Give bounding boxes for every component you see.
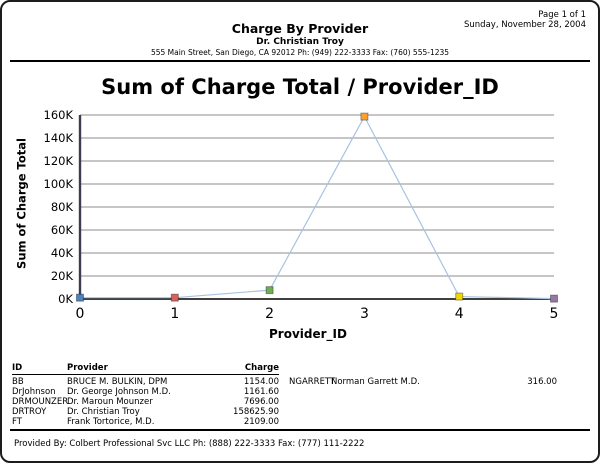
table-row: DrJohnson Dr. George Johnson M.D. 1161.60 — [12, 387, 279, 397]
provider-table-right: NGARRETT Norman Garrett M.D. 316.00 — [289, 375, 557, 387]
x-tick-label: 3 — [360, 306, 369, 322]
row-charge: 1161.60 — [243, 387, 279, 397]
data-point-marker — [170, 294, 179, 303]
table-row: DRTROY Dr. Christian Troy 158625.90 — [12, 407, 279, 417]
y-tick-label: 100K — [44, 177, 74, 191]
row-provider: Dr. Maroun Mounzer — [67, 397, 153, 407]
row-id: DrJohnson — [12, 387, 56, 397]
y-tick-label: 60K — [51, 223, 74, 237]
report-date: Sunday, November 28, 2004 — [464, 20, 586, 30]
row-provider: Dr. Christian Troy — [67, 407, 140, 417]
data-point-marker — [360, 112, 369, 121]
x-axis-title: Provider_ID — [269, 327, 347, 342]
y-tick-label: 20K — [51, 269, 74, 283]
practice-name: Dr. Christian Troy — [256, 37, 344, 48]
footer-text: Provided By: Colbert Professional Svc LL… — [14, 439, 365, 449]
data-point-marker — [76, 294, 84, 303]
chart-svg: 0K 20K 40K 60K 80K 100K 120K 140K 160K 0 1 2 3 4 5 — [44, 108, 559, 322]
data-point-marker — [550, 294, 558, 303]
row-provider: Dr. George Johnson M.D. — [67, 387, 171, 397]
report-header: Charge By Provider Dr. Christian Troy 55… — [2, 2, 598, 57]
row-charge: 158625.90 — [233, 407, 279, 417]
col-header-id: ID — [12, 363, 23, 373]
col-header-charge: Charge — [244, 363, 279, 373]
row-charge: 2109.00 — [243, 417, 279, 427]
header-divider — [10, 60, 590, 63]
report-title: Charge By Provider — [231, 21, 369, 36]
y-axis-title: Sum of Charge Total — [14, 138, 29, 270]
row-id: DRMOUNZER — [12, 397, 69, 407]
row-charge: 1154.00 — [243, 377, 279, 387]
practice-address: 555 Main Street, San Diego, CA 92012 Ph:… — [150, 47, 450, 57]
chart: Sum of Charge Total 0K 20K 40K 60K 80K 100K 12… — [15, 105, 578, 342]
x-tick-label: 0 — [76, 306, 85, 322]
series-line — [79, 115, 555, 300]
table-row: BB BRUCE M. BULKIN, DPM 1154.00 — [12, 377, 279, 387]
x-tick-label: 1 — [170, 306, 179, 322]
table-row: FT Frank Tortorice, M.D. 2109.00 — [12, 417, 279, 427]
x-tick-label: 2 — [265, 306, 274, 322]
y-tick-label: 120K — [44, 154, 74, 168]
y-tick-label: 80K — [51, 200, 74, 214]
x-tick-label: 4 — [455, 306, 464, 322]
data-point-marker — [265, 286, 274, 295]
row-id: FT — [12, 417, 22, 427]
row-provider: Frank Tortorice, M.D. — [67, 417, 155, 427]
y-tick-label: 40K — [51, 246, 74, 260]
row-id: BB — [12, 377, 24, 387]
row-charge: 316.00 — [527, 377, 557, 387]
row-charge: 7696.00 — [243, 397, 279, 407]
row-provider: BRUCE M. BULKIN, DPM — [67, 377, 168, 387]
footer-divider — [10, 429, 590, 431]
page-info: Page 1 of 1 Sunday, November 28, 2004 — [464, 10, 586, 30]
table-row: DRMOUNZER Dr. Maroun Mounzer 7696.00 — [12, 397, 279, 407]
table-body-left: BB BRUCE M. BULKIN, DPM 1154.00 DrJohnson Dr… — [12, 377, 279, 427]
x-tick-label: 5 — [550, 306, 559, 322]
table-body-right: NGARRETT Norman Garrett M.D. 316.00 — [289, 377, 557, 387]
y-tick-label: 0K — [58, 292, 73, 306]
table-row: NGARRETT Norman Garrett M.D. 316.00 — [289, 377, 557, 387]
table-header-row: ID Provider Charge — [12, 363, 279, 375]
data-point-marker — [455, 292, 464, 301]
y-tick-label: 160K — [44, 108, 74, 122]
col-header-provider: Provider — [67, 363, 108, 373]
chart-title: Sum of Charge Total / Provider_ID — [101, 75, 499, 100]
page-number: Page 1 of 1 — [538, 10, 586, 20]
y-tick-label: 140K — [44, 131, 74, 145]
row-id: NGARRETT — [289, 377, 336, 387]
provider-table-left: ID Provider Charge BB BRUCE M. BULKIN, DP… — [12, 363, 279, 427]
row-provider: Norman Garrett M.D. — [331, 377, 420, 387]
row-id: DRTROY — [12, 407, 47, 417]
